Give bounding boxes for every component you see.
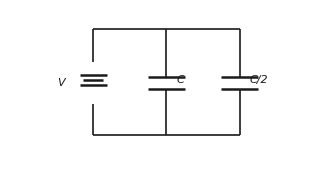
Text: V: V xyxy=(58,78,65,88)
Text: C/2: C/2 xyxy=(249,75,268,85)
Text: C: C xyxy=(176,75,184,85)
